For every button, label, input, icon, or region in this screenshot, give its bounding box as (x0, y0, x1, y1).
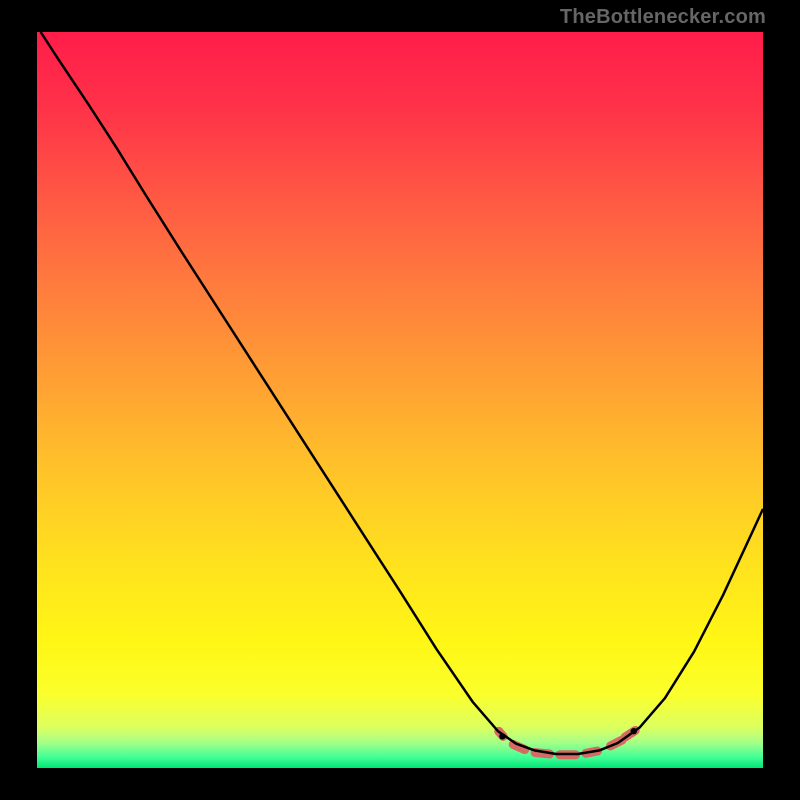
black-dots (499, 728, 637, 740)
bottleneck-curve (41, 32, 763, 754)
curve-layer (37, 32, 763, 768)
plot-area (37, 32, 763, 768)
watermark-label: TheBottlenecker.com (560, 6, 766, 29)
valley-markers (499, 730, 635, 754)
chart-stage: TheBottlenecker.com (0, 0, 800, 800)
